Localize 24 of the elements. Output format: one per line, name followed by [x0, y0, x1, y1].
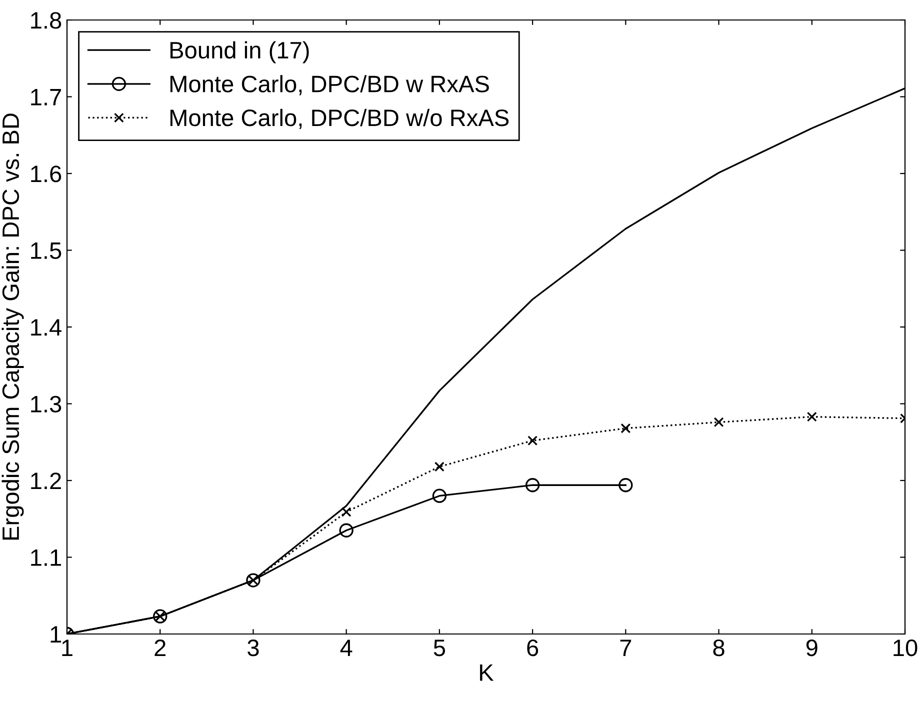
x-tick-label: 3 [248, 639, 259, 656]
x-tick-label: 5 [434, 640, 446, 656]
x-tick-label: 4 [340, 640, 352, 656]
x-tick-label: 2 [154, 639, 166, 656]
x-axis-title: K [480, 664, 494, 681]
x-tick-label: 10 [894, 639, 918, 656]
y-tick-label: 1.1 [31, 550, 61, 566]
x-tick-label: 1 [62, 640, 72, 656]
y-tick-label: 1.6 [31, 166, 62, 182]
legend-label: Bound in (17) [170, 41, 309, 64]
y-tick-label: 1.2 [31, 472, 61, 490]
legend-label: Monte Carlo, DPC/BD w/o RxAS [170, 108, 509, 130]
y-tick-label: 1.5 [31, 242, 62, 260]
y-tick-label: 1 [50, 626, 61, 643]
x-tick-label: 7 [620, 640, 632, 656]
y-tick-label: 1.8 [31, 12, 62, 29]
y-axis-title: Ergodic Sum Capacity Gain: DPC vs. BD [2, 114, 24, 540]
y-tick-label: 1.4 [31, 319, 62, 336]
x-tick-label: 8 [713, 639, 724, 656]
y-tick-label: 1.3 [31, 396, 62, 413]
x-tick-label: 9 [806, 639, 818, 656]
x-tick-label: 6 [527, 639, 538, 656]
legend-label: Monte Carlo, DPC/BD w RxAS [170, 75, 489, 96]
y-tick-label: 1.7 [31, 89, 61, 106]
